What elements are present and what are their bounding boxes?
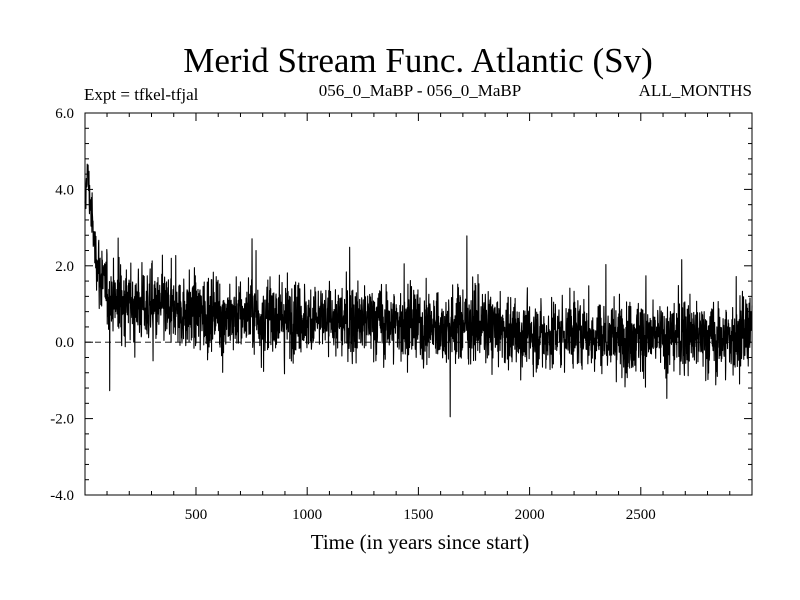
x-axis-label: Time (in years since start) xyxy=(311,530,530,554)
series-line xyxy=(84,163,753,418)
x-tick-label: 2500 xyxy=(626,507,656,523)
subtitle-left: Expt = tfkel-tfjal xyxy=(84,85,199,104)
y-tick-label: -2.0 xyxy=(50,412,74,428)
axes: 500 1000 1500 2000 2500 -4.0 -2.0 0.0 2.0 4.0 6.0 xyxy=(50,106,753,523)
chart-title: Merid Stream Func. Atlantic (Sv) xyxy=(183,41,653,80)
y-tick-label: -4.0 xyxy=(50,488,74,504)
y-tick-label: 6.0 xyxy=(55,106,74,122)
x-tick-label: 1000 xyxy=(292,507,322,523)
y-tick-label: 0.0 xyxy=(55,335,74,351)
y-tick-label: 4.0 xyxy=(55,182,74,198)
x-tick-label: 1500 xyxy=(403,507,433,523)
subtitle-right: ALL_MONTHS xyxy=(639,81,752,100)
subtitle-center: 056_0_MaBP - 056_0_MaBP xyxy=(319,81,521,100)
x-tick-label: 500 xyxy=(185,507,208,523)
x-tick-label: 2000 xyxy=(515,507,545,523)
y-tick-label: 2.0 xyxy=(55,259,74,275)
plot-area xyxy=(84,163,753,418)
